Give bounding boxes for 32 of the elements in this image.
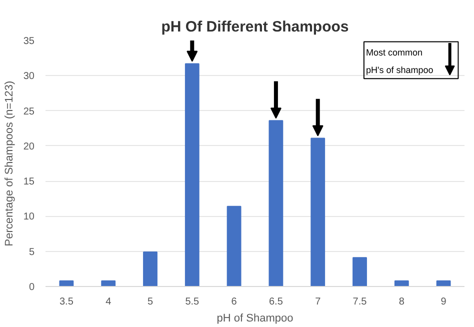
bar bbox=[143, 252, 158, 286]
x-tick-label: 6 bbox=[231, 296, 238, 308]
bar bbox=[268, 120, 284, 286]
x-tick-label: 4 bbox=[106, 296, 112, 308]
bar bbox=[101, 280, 116, 286]
x-tick-label: 6.5 bbox=[269, 296, 284, 308]
x-tick-label: 7 bbox=[315, 296, 322, 308]
y-tick-label: 35 bbox=[23, 36, 35, 47]
bar bbox=[310, 138, 326, 286]
y-tick-label: 25 bbox=[23, 106, 35, 118]
x-tick-label: 5 bbox=[147, 296, 154, 308]
y-axis-title: Percentage of Shampoos (n=123) bbox=[3, 80, 16, 246]
x-tick-label: 3.5 bbox=[60, 296, 74, 308]
bar bbox=[394, 280, 409, 286]
annotation: Most common pH's of shampoo bbox=[366, 48, 434, 75]
x-tick-label: 7.5 bbox=[352, 296, 368, 308]
y-tick-label: 5 bbox=[28, 246, 35, 258]
y-tick-label: 0 bbox=[28, 282, 35, 293]
bar bbox=[184, 63, 200, 286]
x-tick-label: 5.5 bbox=[185, 296, 200, 308]
y-tick-label: 10 bbox=[23, 212, 35, 223]
y-tick-label: 30 bbox=[23, 71, 35, 82]
chart-title: pH Of Different Shampoos bbox=[161, 18, 349, 36]
y-tick-label: 15 bbox=[23, 176, 35, 188]
bar bbox=[59, 280, 74, 286]
bar bbox=[352, 257, 367, 286]
x-tick-label: 9 bbox=[440, 296, 447, 308]
x-tick-label: 8 bbox=[398, 296, 405, 308]
bar bbox=[226, 206, 242, 286]
y-tick-label: 20 bbox=[23, 141, 35, 152]
bar bbox=[436, 280, 451, 286]
x-axis-title: pH of Shampoo bbox=[216, 312, 294, 324]
